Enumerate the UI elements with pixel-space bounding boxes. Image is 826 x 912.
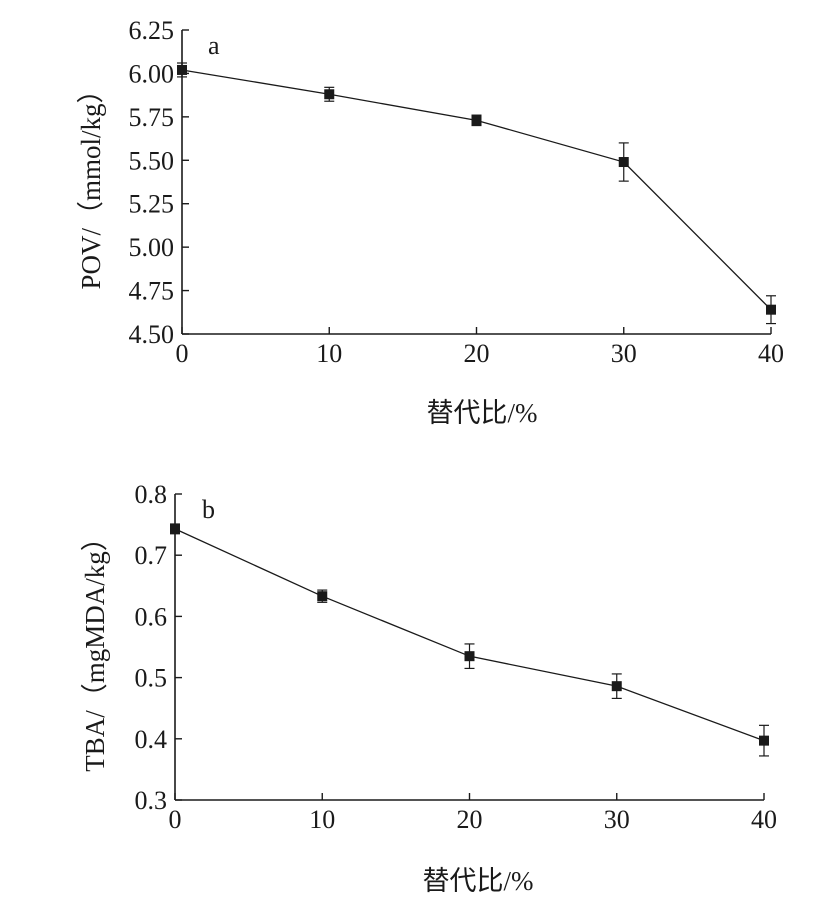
x-tick-label: 0 — [176, 339, 189, 368]
chart-panel-a: a 替代比/% POV/（mmol/kg） 4.50 4.75 5.00 5.25 5.… — [76, 16, 784, 428]
x-tick-label: 40 — [758, 339, 784, 368]
panel-letter: a — [208, 31, 220, 60]
data-point-marker — [618, 157, 629, 168]
x-tick-label: 30 — [604, 805, 630, 834]
x-tick-label: 0 — [169, 805, 182, 834]
y-tick-label: 4.75 — [129, 277, 175, 306]
y-tick-label: 4.50 — [129, 320, 175, 349]
y-tick-label: 5.50 — [129, 146, 175, 175]
data-point-marker — [611, 681, 622, 692]
x-tick-label: 40 — [751, 805, 777, 834]
data-point-marker — [177, 64, 187, 75]
y-tick-label: 0.5 — [135, 664, 168, 693]
x-axis-title: 替代比/% — [423, 866, 534, 896]
y-tick-label: 0.7 — [135, 541, 168, 570]
series-line — [174, 528, 765, 742]
x-tick-label: 10 — [316, 339, 342, 368]
data-point-marker — [471, 115, 482, 126]
data-point-marker — [464, 651, 475, 662]
x-tick-label: 20 — [457, 805, 483, 834]
y-tick-label: 6.00 — [129, 59, 175, 88]
y-tick-label: 0.3 — [135, 786, 168, 815]
panel-letter: b — [202, 495, 215, 524]
y-tick-label: 0.8 — [135, 480, 168, 509]
y-tick-label: 5.25 — [129, 190, 175, 219]
x-tick-label: 20 — [464, 339, 490, 368]
y-tick-label: 5.75 — [129, 103, 175, 132]
y-tick-label: 0.4 — [135, 725, 168, 754]
chart-panel-b: b 替代比/% TBA/（mgMDA/kg） 0.3 0.4 0.5 0.6 0.7 0.… — [80, 480, 777, 896]
y-tick-label: 6.25 — [129, 16, 175, 45]
x-tick-label: 10 — [309, 805, 335, 834]
data-point-marker — [170, 523, 180, 534]
series-line — [181, 69, 772, 311]
x-axis-title: 替代比/% — [427, 398, 538, 428]
y-axis-title: POV/（mmol/kg） — [76, 76, 106, 289]
data-point-marker — [759, 735, 769, 746]
data-point-marker — [317, 591, 328, 602]
data-point-marker — [766, 304, 776, 315]
data-point-marker — [324, 89, 335, 100]
x-tick-label: 30 — [611, 339, 637, 368]
y-tick-label: 0.6 — [135, 602, 168, 631]
y-tick-label: 5.00 — [129, 233, 175, 262]
y-axis-title: TBA/（mgMDA/kg） — [80, 524, 110, 772]
